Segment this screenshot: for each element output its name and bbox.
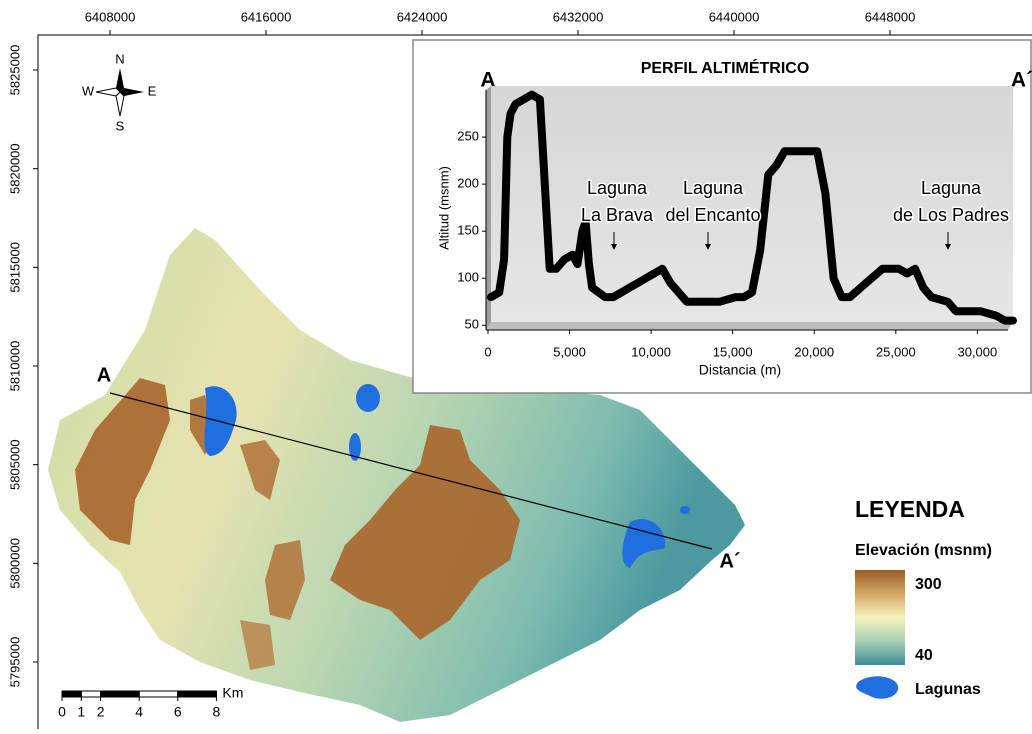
profile-end: A´ (1011, 69, 1032, 92)
y-tick-label: 250 (457, 128, 479, 143)
section-end: A´ (719, 550, 740, 572)
scale-label: 8 (213, 704, 221, 720)
compass-n: N (115, 51, 124, 66)
compass-e: E (148, 83, 157, 98)
compass-s: S (116, 118, 125, 133)
y-tick-label: 5805000 (7, 439, 22, 490)
legend-max: 300 (915, 576, 942, 593)
y-tick-label: 50 (465, 317, 479, 332)
scale-segment (139, 691, 178, 697)
x-tick-label: 5,000 (553, 344, 586, 359)
x-tick-label: 10,000 (631, 344, 671, 359)
x-axis-label: Distancia (m) (699, 362, 781, 378)
x-tick-label: 6440000 (709, 9, 760, 24)
scale-segment (62, 691, 81, 697)
x-tick-label: 0 (484, 344, 491, 359)
scale-segment (178, 691, 217, 697)
y-tick-label: 100 (457, 270, 479, 285)
x-tick-label: 6432000 (553, 9, 604, 24)
lake (356, 384, 380, 412)
chart-title: PERFIL ALTIMÉTRICO (641, 58, 810, 77)
x-tick-label: 25,000 (876, 344, 916, 359)
scale-label: 1 (77, 704, 85, 720)
y-tick-label: 5810000 (7, 341, 22, 392)
y-axis-label: Altitud (msnm) (436, 166, 451, 250)
y-tick-label: 5815000 (7, 242, 22, 293)
y-tick-label: 5820000 (7, 143, 22, 194)
legend-lakes: Lagunas (915, 681, 981, 698)
scale-label: 2 (97, 704, 105, 720)
compass-w: W (82, 83, 95, 98)
annotation-text: del Encanto (665, 205, 760, 225)
annotation-text: Laguna (683, 178, 744, 198)
annotation-text: La Brava (581, 205, 654, 225)
annotation-text: Laguna (921, 178, 982, 198)
annotation-text: de Los Padres (893, 205, 1009, 225)
y-tick-label: 200 (457, 176, 479, 191)
y-tick-label: 5795000 (7, 637, 22, 688)
y-tick-label: 5800000 (7, 538, 22, 589)
scale-label: 0 (58, 704, 66, 720)
page: A A´ N S W E LEYENDA Elevación (msnm) 30… (0, 0, 1032, 729)
legend-subtitle: Elevación (msnm) (855, 542, 992, 559)
x-tick-label: 6416000 (241, 9, 292, 24)
legend-title: LEYENDA (855, 496, 965, 522)
x-tick-label: 15,000 (713, 344, 753, 359)
x-tick-label: 6424000 (397, 9, 448, 24)
x-tick-label: 6408000 (85, 9, 136, 24)
x-tick-label: 20,000 (794, 344, 834, 359)
scale-segment (81, 691, 100, 697)
x-tick-label: 30,000 (957, 344, 997, 359)
scale-unit: Km (222, 685, 243, 701)
annotation-text: Laguna (587, 178, 648, 198)
scale-segment (101, 691, 140, 697)
legend-min: 40 (915, 647, 933, 664)
lake (680, 506, 690, 514)
y-tick-label: 150 (457, 223, 479, 238)
scale-label: 6 (174, 704, 182, 720)
profile-inset: PERFIL ALTIMÉTRICO A A´ Altitud (msnm) D… (413, 40, 1032, 393)
elevation-ramp (855, 570, 905, 665)
y-tick-label: 5825000 (7, 45, 22, 96)
section-start: A (97, 364, 111, 386)
scale-label: 4 (135, 704, 143, 720)
x-tick-label: 6448000 (865, 9, 916, 24)
plot-floor (486, 322, 1013, 330)
